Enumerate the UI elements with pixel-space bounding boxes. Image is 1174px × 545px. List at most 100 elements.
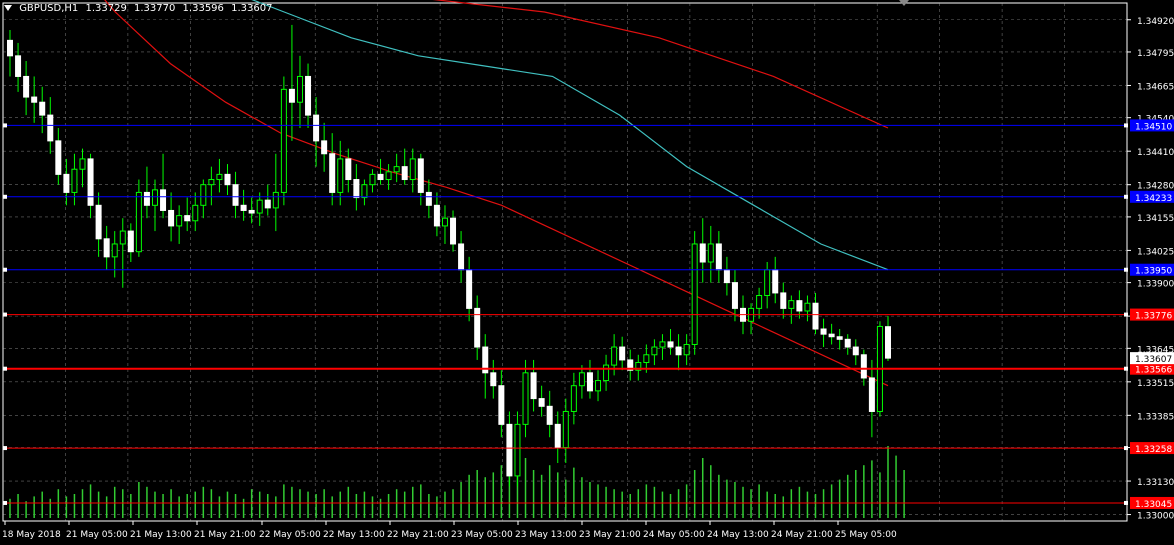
candle-body — [651, 346, 658, 356]
candle-body — [87, 158, 94, 206]
x-tick-label: 24 May 21:00 — [771, 530, 833, 540]
candle-body — [570, 385, 577, 412]
candle-body — [288, 88, 295, 103]
candle-body — [192, 204, 199, 222]
candle-body — [530, 372, 537, 400]
level-handle-left — [3, 500, 7, 505]
candle-body — [321, 140, 328, 155]
candle-body — [659, 341, 666, 348]
candle-body — [595, 380, 602, 392]
candle-body — [272, 191, 279, 209]
x-tick-label: 21 May 05:00 — [66, 530, 128, 540]
candle-body — [119, 230, 126, 245]
ma-mid-line — [251, 0, 889, 271]
level-handle-right — [1124, 500, 1128, 505]
level-price-tag — [1130, 119, 1174, 132]
level-price-tag — [1130, 190, 1174, 203]
candle-body — [47, 114, 54, 142]
candle-body — [248, 209, 255, 214]
candle-body — [603, 364, 610, 382]
candle-body — [393, 166, 400, 173]
level-price-label: 1.33950 — [1135, 267, 1172, 277]
candle-body — [184, 215, 191, 222]
candle-body — [280, 88, 287, 193]
candle-body — [256, 199, 263, 214]
candle-body — [772, 269, 779, 294]
candle-body — [345, 158, 352, 181]
candle-body — [433, 204, 440, 227]
y-tick-label: 1.34025 — [1137, 247, 1174, 257]
candle-body — [103, 238, 110, 258]
candle-body — [337, 158, 344, 193]
candle-body — [127, 230, 134, 253]
candle-body — [627, 359, 634, 371]
x-tick-label: 24 May 05:00 — [643, 530, 705, 540]
level-handle-right — [1124, 366, 1128, 371]
candle-body — [498, 385, 505, 425]
candle-body — [71, 168, 78, 193]
level-price-label: 1.33776 — [1135, 312, 1172, 322]
candle-body — [780, 292, 787, 309]
y-tick-label: 1.33385 — [1137, 412, 1174, 422]
candle-body — [63, 173, 70, 193]
x-tick-label: 22 May 21:00 — [387, 530, 449, 540]
level-handle-left — [3, 366, 7, 371]
x-tick-label: 21 May 13:00 — [130, 530, 192, 540]
candle-body — [635, 362, 642, 371]
y-tick-label: 1.33000 — [1137, 512, 1174, 522]
y-tick-label: 1.34920 — [1137, 17, 1174, 27]
candle-body — [168, 209, 175, 227]
x-tick-label: 25 May 05:00 — [835, 530, 897, 540]
candle-body — [852, 346, 859, 356]
level-handle-right — [1124, 123, 1128, 128]
candle-body — [715, 243, 722, 271]
level-price-label: 1.33566 — [1135, 366, 1172, 376]
candle-body — [441, 217, 448, 227]
candle-body — [578, 372, 585, 387]
candle-body — [329, 153, 336, 193]
candle-body — [305, 75, 312, 116]
candle-body — [39, 101, 46, 116]
candle-body — [200, 184, 207, 206]
level-handle-left — [3, 446, 7, 451]
level-price-label: 1.34510 — [1135, 122, 1172, 132]
candle-body — [143, 191, 150, 206]
candle-body — [723, 269, 730, 284]
candle-body — [546, 405, 553, 425]
candle-body — [691, 243, 698, 345]
candle-body — [176, 215, 183, 227]
candle-body — [377, 173, 384, 181]
y-tick-label: 1.34795 — [1137, 49, 1174, 59]
candle-body — [240, 204, 247, 211]
candle-body — [820, 328, 827, 335]
y-tick-label: 1.34665 — [1137, 82, 1174, 92]
candle-body — [643, 354, 650, 364]
level-price-tag — [1130, 496, 1174, 509]
x-tick-label: 22 May 13:00 — [323, 530, 385, 540]
candle-body — [466, 269, 473, 309]
candle-body — [224, 173, 231, 186]
candle-body — [788, 300, 795, 309]
candle-body — [401, 166, 408, 181]
x-tick-label: 22 May 05:00 — [259, 530, 321, 540]
x-tick-label: 24 May 13:00 — [707, 530, 769, 540]
candle-body — [860, 354, 867, 379]
level-handle-right — [1124, 312, 1128, 317]
candle-body — [812, 302, 819, 330]
y-tick-label: 1.33515 — [1137, 379, 1174, 389]
candle-body — [554, 423, 561, 449]
candle-body — [264, 199, 271, 209]
candle-body — [844, 338, 851, 348]
chart-shift-marker — [899, 0, 909, 6]
candle-body — [522, 372, 529, 425]
candle-body — [458, 243, 465, 271]
candle-body — [15, 55, 22, 77]
y-tick-label: 1.33645 — [1137, 345, 1174, 355]
candle-body — [425, 191, 432, 206]
candle-body — [385, 171, 392, 181]
level-handle-right — [1124, 267, 1128, 272]
candle-body — [836, 336, 843, 340]
candle-body — [474, 307, 481, 348]
